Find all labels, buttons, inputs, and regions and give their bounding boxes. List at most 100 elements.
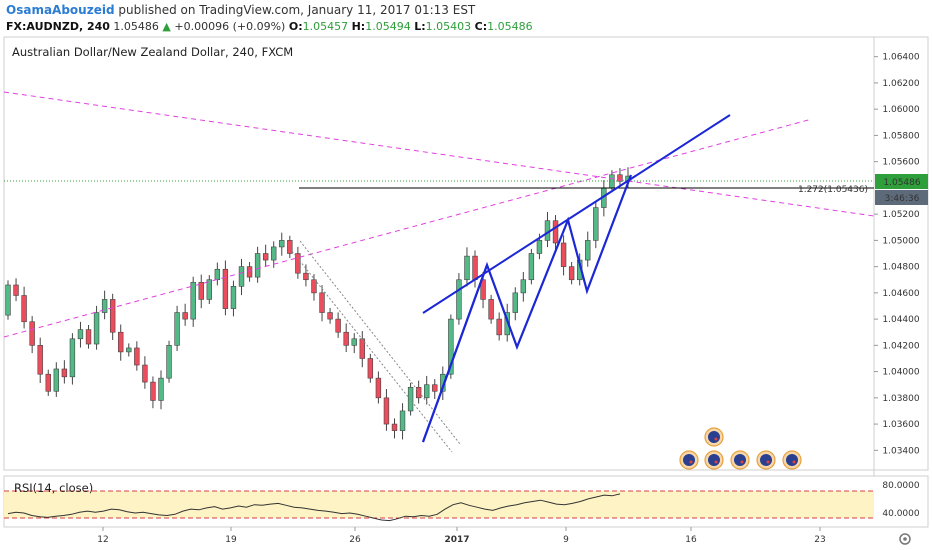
author-link[interactable]: OsamaAbouzeid <box>6 3 115 17</box>
bearish-candle <box>472 255 478 281</box>
flag-star-icon <box>766 460 770 464</box>
bearish-candle <box>45 373 51 392</box>
price-tick-label: 1.04800 <box>882 263 919 273</box>
open-value: 1.05457 <box>302 20 349 33</box>
rsi-title: RSI(14, close) <box>14 481 93 495</box>
flag-star-icon <box>740 460 744 464</box>
bearish-candle <box>391 423 398 431</box>
bearish-candle <box>118 331 124 353</box>
settings-gear-icon[interactable] <box>899 533 911 545</box>
bullish-candle <box>585 240 591 261</box>
price-tick-label: 1.04400 <box>882 315 919 325</box>
bearish-candle <box>109 299 116 333</box>
bullish-candle <box>279 240 285 248</box>
price-change: +0.00096 (+0.09%) <box>174 20 286 33</box>
bullish-candle <box>254 253 261 278</box>
flag-star-icon <box>689 460 693 464</box>
bearish-candle <box>383 397 390 425</box>
bearish-candle <box>311 279 317 294</box>
bullish-candle <box>520 279 527 294</box>
bullish-candle <box>351 338 357 346</box>
price-tick-label: 1.04000 <box>882 368 919 378</box>
price-tick-label: 1.05200 <box>882 210 919 220</box>
time-tick-label: 19 <box>225 535 237 545</box>
australia-flag-icon <box>683 454 695 466</box>
bearish-candle <box>480 279 486 300</box>
bearish-candle <box>287 240 293 254</box>
bearish-candle <box>303 272 309 281</box>
bearish-candle <box>367 358 374 379</box>
bullish-candle <box>593 207 599 241</box>
wedge-lower-line[interactable] <box>422 264 488 443</box>
descending-trendline[interactable] <box>3 91 875 217</box>
bullish-candle <box>456 279 462 320</box>
australia-flag-icon <box>734 454 746 466</box>
bullish-candle <box>536 240 543 254</box>
bearish-candle <box>21 295 27 323</box>
bullish-candle <box>101 299 108 313</box>
bullish-candle <box>174 312 180 346</box>
bullish-candle <box>77 329 84 340</box>
close-label: C: <box>474 20 488 33</box>
flag-star-icon <box>714 437 718 441</box>
bullish-candle <box>424 384 430 399</box>
bearish-candle <box>198 282 204 300</box>
rsi-tick-40: 40.0000 <box>882 509 919 519</box>
price-tick-label: 1.06200 <box>882 79 919 89</box>
bearish-candle <box>343 331 349 346</box>
rsi-band <box>4 491 874 518</box>
bearish-candle <box>319 292 325 313</box>
bearish-candle <box>222 268 229 309</box>
time-tick-label: 23 <box>814 535 825 545</box>
flag-star-icon <box>714 460 718 464</box>
price-tick-label: 1.04200 <box>882 341 919 351</box>
low-value: 1.05403 <box>425 20 472 33</box>
countdown-tag-text: 3:46:36 <box>885 194 920 204</box>
price-tick-label: 1.05800 <box>882 131 919 141</box>
close-value: 1.05486 <box>487 20 533 33</box>
bullish-candle <box>93 312 100 345</box>
last-price-tag-text: 1.05486 <box>883 178 920 188</box>
bullish-candle <box>407 387 414 412</box>
price-tick-label: 1.05000 <box>882 236 919 246</box>
bearish-candle <box>327 312 333 320</box>
bullish-candle <box>528 253 535 281</box>
time-tick-label: 2017 <box>444 535 469 545</box>
price-tick-label: 1.03400 <box>882 446 919 456</box>
australia-flag-icon <box>708 431 720 443</box>
bullish-candle <box>271 246 277 261</box>
channel-line-upper[interactable] <box>299 240 461 445</box>
settings-gear-center <box>903 537 907 541</box>
bearish-candle <box>150 381 156 401</box>
australia-flag-icon <box>786 454 798 466</box>
bearish-candle <box>335 318 341 333</box>
bearish-candle <box>134 347 140 366</box>
bearish-candle <box>560 242 567 267</box>
ascending-trendline[interactable] <box>3 118 813 338</box>
published-text: published on TradingView.com, January 11… <box>114 3 476 17</box>
price-tick-label: 1.03600 <box>882 420 919 430</box>
channel-line-lower[interactable] <box>291 250 453 453</box>
bullish-candle <box>512 292 518 313</box>
time-tick-label: 9 <box>563 535 569 545</box>
wedge-upper-line[interactable] <box>422 114 731 314</box>
bullish-candle <box>230 286 237 309</box>
high-label: H: <box>351 20 366 33</box>
time-tick-label: 12 <box>97 535 108 545</box>
last-price: 1.05486 <box>113 20 159 33</box>
up-arrow-icon: ▲ <box>162 20 171 33</box>
bearish-candle <box>246 266 253 278</box>
rsi-tick-80: 80.0000 <box>882 481 919 491</box>
bullish-candle <box>238 266 245 287</box>
price-tick-label: 1.06000 <box>882 105 919 115</box>
australia-flag-icon <box>708 454 720 466</box>
price-tick-label: 1.05600 <box>882 158 919 168</box>
last-price-tag <box>875 174 928 189</box>
symbol-label: FX:AUDNZD, 240 <box>6 20 110 33</box>
price-tick-label: 1.03800 <box>882 394 919 404</box>
bullish-candle <box>448 318 454 375</box>
bullish-candle <box>190 282 196 320</box>
price-tick-label: 1.04600 <box>882 289 919 299</box>
bearish-candle <box>488 299 494 320</box>
